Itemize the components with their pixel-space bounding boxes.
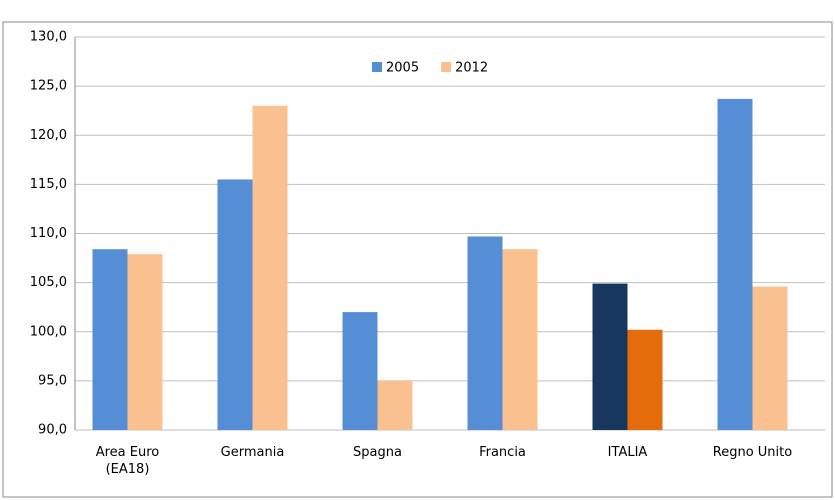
x-tick-label: Francia: [479, 445, 526, 460]
y-tick-label: 130,0: [30, 30, 67, 45]
y-tick-label: 105,0: [30, 275, 67, 290]
legend-swatch: [441, 62, 452, 72]
y-tick-label: 115,0: [30, 177, 67, 192]
x-tick-label: Spagna: [353, 445, 402, 460]
x-tick-label: ITALIA: [607, 445, 648, 460]
x-tick-label: Area Euro (EA18): [95, 445, 160, 477]
x-tick-label: Germania: [220, 445, 285, 460]
legend-label: 2012: [455, 61, 488, 76]
y-tick-label: 125,0: [30, 79, 67, 94]
bar: [467, 236, 503, 430]
bar: [127, 254, 163, 430]
bar: [752, 286, 788, 430]
bar: [502, 249, 538, 430]
bar: [217, 179, 253, 430]
x-tick-label: Regno Unito: [712, 445, 793, 460]
bar: [592, 283, 628, 430]
bar: [252, 105, 288, 431]
y-tick-label: 110,0: [30, 226, 67, 241]
bar: [377, 380, 413, 430]
y-tick-label: 90,0: [38, 423, 67, 438]
y-tick-label: 120,0: [30, 128, 67, 143]
bar: [717, 98, 753, 431]
bar: [92, 249, 128, 430]
bar: [342, 312, 378, 430]
y-tick-label: 100,0: [30, 324, 67, 339]
bar: [627, 329, 663, 430]
legend-swatch: [372, 62, 382, 72]
legend-label: 2005: [386, 61, 419, 76]
y-tick-label: 95,0: [38, 373, 67, 388]
